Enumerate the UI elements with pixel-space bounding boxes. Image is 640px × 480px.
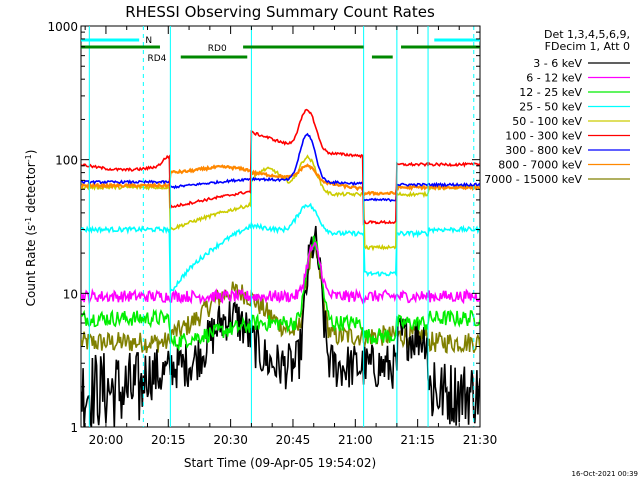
y-axis-label-mid: detector bbox=[24, 162, 38, 217]
series-line-2 bbox=[81, 241, 480, 306]
y-axis-label-end: ) bbox=[24, 150, 38, 155]
legend-label-4: 25 - 50 keV bbox=[519, 101, 582, 114]
series-line-8 bbox=[81, 163, 480, 197]
y-tick-label-4: 1000 bbox=[47, 20, 78, 34]
flags-layer: N RD0 RD4 bbox=[81, 26, 480, 427]
x-axis-label: Start Time (09-Apr-05 19:54:02) bbox=[184, 456, 376, 470]
legend-label-7: 300 - 800 keV bbox=[505, 144, 582, 157]
plot-border bbox=[80, 25, 481, 428]
axes-layer: 20:00 20:15 20:30 20:45 21:00 21:15 21:30 1 10 10… bbox=[47, 20, 497, 447]
y-tick-label-2: 10 bbox=[63, 287, 78, 301]
legend-header-line-2: FDecim 1, Att 0 bbox=[545, 40, 630, 53]
x-tick-label-1: 20:00 bbox=[89, 433, 124, 447]
series-line-1 bbox=[81, 225, 480, 427]
series-layer bbox=[81, 108, 480, 427]
y-axis-label-sup1: -1 bbox=[24, 217, 33, 225]
footer-date: 16-Oct-2021 00:39 bbox=[572, 470, 638, 478]
legend-label-2: 6 - 12 keV bbox=[526, 72, 582, 85]
y-axis-label-main: Count Rate (s bbox=[24, 225, 38, 307]
chart-title: RHESSI Observing Summary Count Rates bbox=[125, 3, 435, 21]
legend-label-6: 100 - 300 keV bbox=[505, 130, 582, 143]
legend-label-8: 800 - 7000 keV bbox=[498, 159, 582, 172]
x-tick-label-6: 21:15 bbox=[400, 433, 435, 447]
legend-label-1: 3 - 6 keV bbox=[533, 57, 582, 70]
x-tick-label-4: 20:45 bbox=[276, 433, 311, 447]
x-tick-label-3: 20:30 bbox=[213, 433, 248, 447]
legend-label-5: 50 - 100 keV bbox=[512, 115, 582, 128]
legend-header-line-1: Det 1,3,4,5,6,9, bbox=[544, 28, 630, 41]
rd0-flag-label: RD0 bbox=[208, 44, 227, 54]
rd4-flag-label: RD4 bbox=[148, 54, 167, 64]
y-axis-label: Count Rate (s-1 detector-1) bbox=[24, 150, 39, 307]
x-tick-label-7: 21:30 bbox=[463, 433, 498, 447]
x-tick-label-2: 20:15 bbox=[151, 433, 186, 447]
legend: Det 1,3,4,5,6,9, FDecim 1, Att 0 3 - 6 k… bbox=[484, 28, 630, 186]
night-flag-label: N bbox=[145, 36, 152, 46]
y-tick-label-1: 1 bbox=[70, 421, 78, 435]
series-line-4 bbox=[81, 202, 480, 294]
plot-frame bbox=[80, 25, 481, 428]
series-line-6 bbox=[81, 108, 480, 226]
x-tick-label-5: 21:00 bbox=[338, 433, 373, 447]
y-tick-label-3: 100 bbox=[55, 154, 78, 168]
series-line-7 bbox=[81, 132, 480, 204]
legend-label-9: 7000 - 15000 keV bbox=[484, 173, 582, 186]
series-line-3 bbox=[81, 235, 480, 352]
legend-label-3: 12 - 25 keV bbox=[519, 86, 582, 99]
y-axis-label-sup2: -1 bbox=[24, 154, 33, 162]
